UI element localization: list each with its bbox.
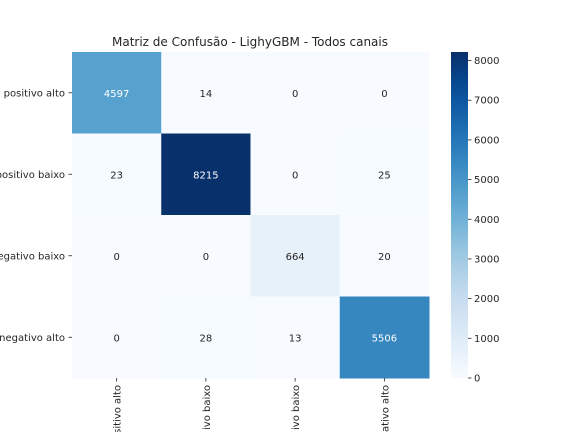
colorbar: 0 1000 2000 3000 4000 5000 6000 7000 8000 <box>451 52 499 385</box>
cell-value-label: 20 <box>378 252 391 263</box>
heatmap-cell <box>339 296 430 379</box>
cell-value-label: 28 <box>200 333 213 344</box>
column-tick-label: ivo baixo <box>291 385 302 430</box>
column-tick-label: sitivo alto <box>113 385 124 432</box>
heatmap-cell <box>72 296 162 379</box>
column-tick-label: ativo alto <box>380 385 391 432</box>
cell-value-label: 0 <box>113 333 119 344</box>
colorbar-tick-label: 5000 <box>474 175 499 186</box>
heatmap-cell <box>250 296 341 379</box>
row-tick-label: negativo alto <box>0 333 65 344</box>
cell-value-label: 664 <box>286 252 305 263</box>
heatmap-cell <box>161 133 251 216</box>
cell-value-label: 0 <box>292 89 298 100</box>
cell-value-label: 5506 <box>372 333 397 344</box>
cell-value-label: 0 <box>292 170 298 181</box>
cell-value-label: 25 <box>378 170 391 181</box>
colorbar-tick-label: 2000 <box>474 294 499 305</box>
cell-value-label: 13 <box>289 333 302 344</box>
heatmap-cell <box>339 52 430 134</box>
row-tick-label: positivo baixo <box>0 170 65 181</box>
cell-value-label: 0 <box>381 89 387 100</box>
heatmap-cell <box>161 215 251 297</box>
row-tick-label: o positivo alto <box>0 88 65 99</box>
cell-value-label: 8215 <box>193 170 218 181</box>
cell-value-label: 4597 <box>104 89 129 100</box>
chart-title: Matriz de Confusão - LighyGBM - Todos ca… <box>112 35 388 49</box>
cell-value-label: 23 <box>110 170 123 181</box>
cell-value-label: 0 <box>113 252 119 263</box>
cell-value-label: 0 <box>203 252 209 263</box>
heatmap-cell <box>161 52 251 134</box>
colorbar-tick-label: 4000 <box>474 215 499 226</box>
heatmap-cell <box>339 133 430 216</box>
heatmap-cell <box>72 52 162 134</box>
heatmap-cell <box>250 215 341 297</box>
heatmap-cell <box>250 133 341 216</box>
heatmap-cell <box>250 52 341 134</box>
heatmap-cell <box>161 296 251 379</box>
colorbar-tick-label: 8000 <box>474 56 499 67</box>
colorbar-tick-label: 0 <box>474 374 480 385</box>
colorbar-tick-label: 3000 <box>474 254 499 265</box>
heatmap-cell <box>339 215 430 297</box>
colorbar-gradient <box>451 52 468 378</box>
column-tick-label: ivo baixo <box>202 385 213 430</box>
row-labels: o positivo alto positivo baixo egativo bai… <box>0 88 72 344</box>
colorbar-tick-label: 7000 <box>474 96 499 107</box>
heatmap-cell <box>72 215 162 297</box>
row-tick-label: egativo baixo <box>0 251 65 262</box>
heatmap-cell <box>72 133 162 216</box>
heatmap-cells: 4597 14 0 0 23 8215 0 25 0 0 664 20 0 28 13 5506 <box>72 52 430 379</box>
column-labels: sitivo alto ivo baixo ivo baixo ativo alto <box>113 378 391 432</box>
cell-value-label: 14 <box>200 89 213 100</box>
colorbar-tick-label: 6000 <box>474 135 499 146</box>
colorbar-tick-label: 1000 <box>474 334 499 345</box>
